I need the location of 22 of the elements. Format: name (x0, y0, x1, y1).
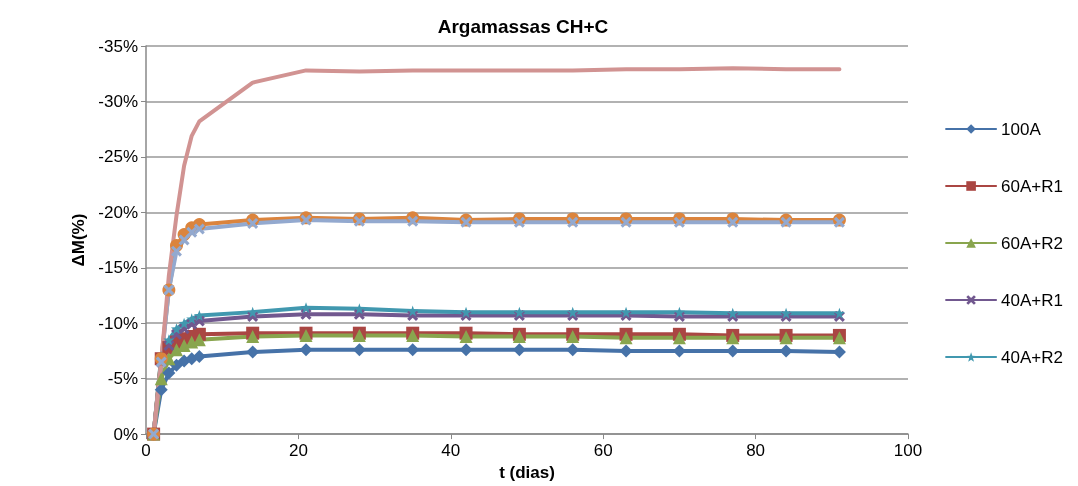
legend-label: 60A+R1 (1001, 176, 1064, 196)
chart-title: Argamassas CH+C (437, 16, 609, 37)
x-tick-label: 80 (746, 441, 766, 461)
legend-label: 40A+R2 (1001, 347, 1064, 367)
x-tick-label: 40 (441, 441, 461, 461)
legend-label: 60A+R2 (1001, 233, 1064, 253)
y-tick-label: -30% (98, 91, 138, 111)
y-tick-label: 0% (113, 424, 138, 444)
y-tick-label: -25% (98, 147, 138, 167)
x-tick-label: 20 (288, 441, 308, 461)
x-axis-title: t (dias) (499, 463, 555, 482)
y-tick-label: -35% (98, 36, 138, 56)
x-tick-label: 60 (593, 441, 613, 461)
x-tick-label: 0 (141, 441, 151, 461)
y-tick-label: -5% (107, 369, 138, 389)
y-axis-title: ΔM(%) (69, 213, 89, 267)
legend-label: 40A+R1 (1001, 290, 1064, 310)
legend-label: 100A (1001, 119, 1042, 139)
y-tick-label: -10% (98, 313, 138, 333)
y-tick-label: -15% (98, 258, 138, 278)
y-tick-label: -20% (98, 202, 138, 222)
x-tick-label: 100 (893, 441, 923, 461)
